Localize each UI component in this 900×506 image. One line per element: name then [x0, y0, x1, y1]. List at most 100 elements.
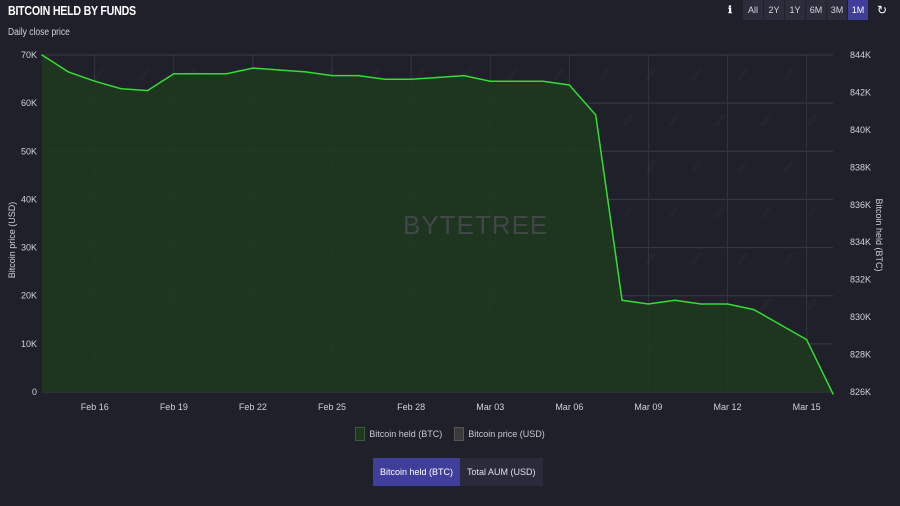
y-right-tick-label: 842K	[850, 87, 871, 97]
series-point-bitcoin-held	[674, 299, 676, 302]
chart-title: BITCOIN HELD BY FUNDS	[8, 3, 136, 18]
series-point-bitcoin-held	[331, 74, 333, 77]
legend-item-bitcoin-price[interactable]: Bitcoin price (USD)	[454, 427, 545, 441]
series-point-bitcoin-held	[410, 78, 412, 81]
range-button-all[interactable]: All	[743, 0, 763, 20]
series-point-bitcoin-held	[726, 303, 729, 305]
watermark-mark: ⁄⁄	[806, 297, 818, 314]
y-axis-right-label: Bitcoin held (BTC)	[874, 198, 884, 271]
series-point-bitcoin-held	[594, 114, 597, 116]
series-point-bitcoin-held	[225, 72, 228, 75]
watermark-mark: ⁄⁄	[553, 67, 565, 84]
y-left-tick-label: 50K	[21, 146, 37, 156]
watermark-mark: ⁄⁄	[93, 67, 105, 84]
series-point-bitcoin-held	[120, 87, 122, 90]
watermark-mark: ⁄⁄	[645, 251, 657, 268]
series-point-bitcoin-held	[463, 74, 465, 77]
series-point-bitcoin-held	[621, 299, 623, 302]
series-point-bitcoin-held	[832, 393, 834, 395]
series-point-bitcoin-held	[67, 71, 70, 73]
watermark-mark: ⁄⁄	[645, 159, 657, 176]
y-left-tick-label: 10K	[21, 339, 37, 349]
series-point-bitcoin-held	[41, 54, 43, 56]
x-axis-ticks: Feb 16 Feb 19 Feb 22 Feb 25 Feb 28 Mar 03 Mar …	[81, 402, 821, 412]
watermark-mark: ⁄⁄	[714, 205, 726, 222]
switch-button-bitcoin-held[interactable]: Bitcoin held (BTC)	[373, 458, 461, 486]
watermark-mark: ⁄⁄	[760, 297, 772, 314]
series-point-bitcoin-held	[542, 80, 544, 83]
y-right-tick-label: 830K	[850, 312, 871, 322]
legend-swatch-bitcoin-held	[355, 427, 366, 441]
watermark-mark: ⁄⁄	[806, 205, 818, 222]
y-right-tick-label: 826K	[850, 387, 871, 397]
y-right-tick-label: 834K	[850, 237, 871, 247]
y-right-tick-label: 828K	[850, 350, 871, 360]
series-layer	[41, 54, 834, 395]
series-area-bitcoin-held	[42, 55, 833, 394]
range-button-2y[interactable]: 2Y	[764, 0, 784, 20]
watermark-mark: ⁄⁄	[691, 67, 703, 84]
watermark-mark: ⁄⁄	[645, 67, 657, 84]
y-left-tick-label: 0	[32, 387, 37, 397]
watermark-mark: ⁄⁄	[415, 67, 427, 84]
watermark-mark: ⁄⁄	[139, 67, 151, 84]
range-button-1y[interactable]: 1Y	[785, 0, 805, 20]
series-point-bitcoin-held	[700, 303, 702, 305]
y-right-tick-label: 844K	[850, 50, 871, 60]
watermark-text: BYTETREE	[403, 210, 548, 240]
series-point-bitcoin-held	[805, 338, 808, 341]
watermark-mark: ⁄⁄	[369, 67, 381, 84]
legend-label-bitcoin-held: Bitcoin held (BTC)	[369, 429, 443, 439]
legend-label-bitcoin-price: Bitcoin price (USD)	[468, 429, 545, 439]
watermark-mark: ⁄⁄	[714, 113, 726, 130]
watermark-mark: ⁄⁄	[737, 251, 749, 268]
y-right-tick-label: 836K	[850, 200, 871, 210]
series-point-bitcoin-held	[436, 76, 439, 79]
y-axis-left-label: Bitcoin price (USD)	[7, 202, 17, 279]
series-point-bitcoin-held	[304, 71, 307, 73]
x-tick-label: Mar 15	[793, 402, 821, 412]
watermark-mark: ⁄⁄	[806, 113, 818, 130]
x-tick-label: Mar 06	[555, 402, 583, 412]
watermark-mark: ⁄⁄	[507, 67, 519, 84]
series-point-bitcoin-held	[515, 80, 518, 83]
chart-subtitle: Daily close price	[8, 27, 70, 38]
x-tick-label: Mar 03	[476, 402, 504, 412]
x-tick-label: Mar 12	[714, 402, 742, 412]
series-point-bitcoin-held	[753, 308, 755, 311]
info-icon[interactable]: ℹ	[728, 4, 732, 16]
y-left-tick-label: 40K	[21, 194, 37, 204]
watermark-mark: ⁄⁄	[691, 251, 703, 268]
series-point-bitcoin-held	[357, 74, 360, 77]
series-point-bitcoin-held	[779, 323, 782, 326]
chart-legend: Bitcoin held (BTC) Bitcoin price (USD)	[0, 427, 900, 441]
x-tick-label: Feb 16	[81, 402, 109, 412]
series-point-bitcoin-held	[199, 72, 201, 75]
range-button-3m[interactable]: 3M	[827, 0, 847, 20]
series-point-bitcoin-held	[568, 84, 571, 86]
y-left-tick-label: 20K	[21, 291, 37, 301]
series-point-bitcoin-held	[173, 72, 175, 75]
watermark-mark: ⁄⁄	[599, 159, 611, 176]
y-right-tick-label: 838K	[850, 162, 871, 172]
x-tick-label: Feb 22	[239, 402, 267, 412]
series-point-bitcoin-held	[146, 89, 149, 92]
range-toolbar: ℹ All 2Y 1Y 6M 3M 1M ↻	[724, 0, 890, 20]
watermark-mark: ⁄⁄	[737, 159, 749, 176]
chart-area: ⁄⁄ ⁄⁄ ⁄⁄ ⁄⁄ ⁄⁄ ⁄⁄ ⁄⁄ ⁄⁄ ⁄⁄ ⁄⁄ ⁄⁄ ⁄⁄ ⁄⁄ ⁄⁄ ⁄⁄ ⁄⁄ ⁄⁄ ⁄⁄ ⁄⁄ ⁄⁄…	[7, 50, 884, 412]
series-point-bitcoin-held	[489, 80, 492, 83]
series-point-bitcoin-held	[383, 78, 386, 81]
legend-item-bitcoin-held[interactable]: Bitcoin held (BTC)	[355, 427, 442, 441]
y-left-tick-label: 30K	[21, 243, 37, 253]
x-tick-label: Feb 19	[160, 402, 188, 412]
range-button-1m[interactable]: 1M	[848, 0, 868, 20]
x-tick-label: Mar 09	[634, 402, 662, 412]
y-axis-left-ticks: 0 10K 20K 30K 40K 50K 60K 70K	[21, 50, 37, 397]
refresh-icon[interactable]: ↻	[876, 3, 888, 17]
metric-switch: Bitcoin held (BTC) Total AUM (USD)	[373, 458, 543, 486]
range-button-6m[interactable]: 6M	[806, 0, 826, 20]
switch-button-total-aum[interactable]: Total AUM (USD)	[460, 458, 543, 486]
watermark-mark: ⁄⁄	[622, 113, 634, 130]
y-left-tick-label: 60K	[21, 98, 37, 108]
x-tick-label: Feb 25	[318, 402, 346, 412]
